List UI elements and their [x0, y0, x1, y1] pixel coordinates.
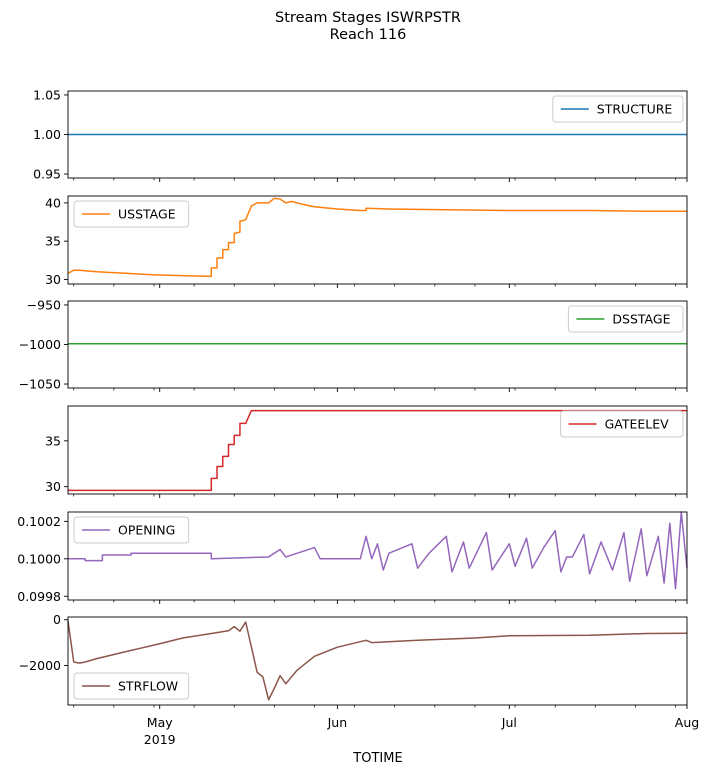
subplots: 0.951.001.05STRUCTURE303540USSTAGE−1050−…: [17, 87, 688, 709]
subplot-0: 0.95 1.00 1.05 STRUCTURE: [33, 87, 688, 182]
y-tick-label: −2000: [19, 658, 61, 673]
axes-frame-1: [67, 195, 688, 285]
x-tick-label: Jul: [501, 715, 517, 730]
axes-frame-4: [67, 511, 688, 601]
figure-title-line1: Stream Stages ISWRPSTR: [275, 10, 461, 26]
x-tick-label: Aug: [675, 715, 699, 730]
legend-label: STRFLOW: [118, 679, 178, 694]
subplot-1: 30 35 40 USSTAGE: [45, 195, 688, 288]
y-tick-label: 0.0998: [17, 589, 61, 604]
y-tick-label: −950: [27, 297, 61, 312]
axes-frame-5: [67, 616, 688, 706]
legend-label: OPENING: [118, 523, 175, 538]
legend-label: DSSTAGE: [612, 312, 670, 327]
x-tick-label: Jun: [327, 715, 348, 730]
legend-box: [567, 305, 684, 333]
legend-usstage: USSTAGE: [73, 200, 190, 228]
axes-frame-3: [67, 405, 688, 495]
legend-label: USSTAGE: [118, 207, 176, 222]
x-tick-label: May: [147, 715, 173, 730]
y-tick-label: 40: [45, 195, 61, 210]
series-line-strflow: [67, 620, 688, 701]
series-line-opening: [68, 511, 688, 590]
y-tick-label: 0.1002: [17, 514, 61, 529]
legend-box: [73, 516, 190, 544]
legend-gateelev: GATEELEV: [560, 410, 684, 438]
legend-box: [73, 672, 190, 700]
y-tick-label: 0.1000: [17, 551, 61, 566]
y-tick-label: 30: [45, 479, 61, 494]
y-tick-label: −1050: [19, 377, 61, 392]
y-tick-label: 0.95: [33, 167, 61, 182]
legend-strflow: STRFLOW: [73, 672, 190, 700]
y-tick-label: 35: [45, 433, 61, 448]
legend-box: [552, 95, 684, 123]
subplot-4: 0.0998 0.1000 0.1002 OPENING: [17, 511, 688, 604]
y-tick-label: 1.00: [33, 127, 61, 142]
y-tick-label: 1.05: [33, 87, 61, 102]
legend-opening: OPENING: [73, 516, 190, 544]
y-tick-label: 0: [53, 612, 61, 627]
legend-label: STRUCTURE: [597, 102, 673, 117]
legend-dsstage: DSSTAGE: [567, 305, 684, 333]
x-axis-ticks: May 2019 Jun Jul Aug: [144, 715, 699, 747]
legend-box: [73, 200, 190, 228]
figure-title-line2: Reach 116: [330, 27, 407, 43]
subplot-2: −1050 −1000 −950 DSSTAGE: [19, 297, 688, 392]
y-tick-label: 35: [45, 234, 61, 249]
series-line-usstage: [67, 197, 687, 278]
x-axis-label: TOTIME: [352, 751, 402, 766]
y-tick-label: 30: [45, 272, 61, 287]
series-line-gateelev: [68, 409, 687, 492]
x-tick-sublabel: 2019: [144, 732, 176, 747]
legend-box: [560, 410, 684, 438]
subplot-3: 30 35 GATEELEV: [45, 405, 688, 498]
subplot-5: −2000 0 STRFLOW: [19, 612, 688, 709]
legend-label: GATEELEV: [605, 417, 670, 432]
y-tick-label: −1000: [19, 337, 61, 352]
legend-structure: STRUCTURE: [552, 95, 684, 123]
